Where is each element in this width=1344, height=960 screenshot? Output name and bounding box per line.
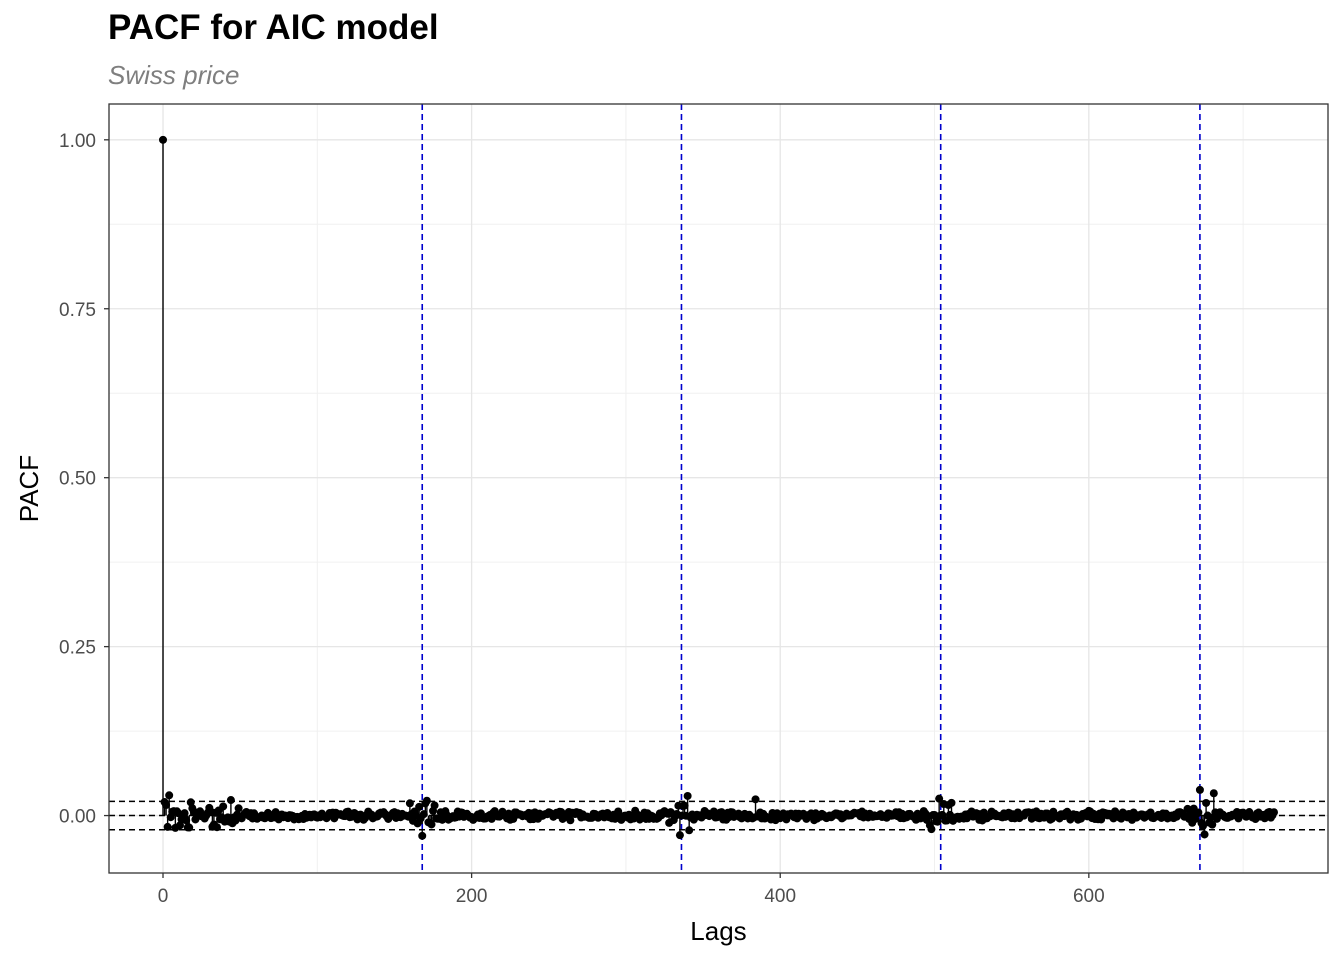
y-axis-ticks: 0.00 0.25 0.50 0.75 1.00	[59, 131, 109, 828]
pacf-point	[1199, 821, 1208, 830]
seasonal-lag-lines	[421, 104, 1201, 873]
pacf-point	[159, 135, 168, 144]
x-tick-label: 0	[158, 886, 169, 907]
pacf-point	[685, 826, 694, 835]
pacf-point	[1269, 808, 1278, 817]
chart-subtitle: Swiss price	[108, 60, 240, 90]
pacf-point	[1200, 830, 1209, 839]
pacf-point	[614, 807, 623, 816]
pacf-point	[930, 810, 939, 819]
pacf-point	[163, 822, 172, 831]
pacf-point	[935, 794, 944, 803]
x-axis-title: Lags	[690, 916, 746, 946]
x-tick-label: 600	[1073, 886, 1105, 907]
pacf-point	[415, 802, 424, 811]
pacf-point	[213, 823, 222, 832]
pacf-point	[234, 804, 243, 813]
y-tick-label: 0.50	[59, 469, 96, 490]
pacf-point	[180, 809, 189, 818]
pacf-point	[683, 791, 692, 800]
chart-title: PACF for AIC model	[108, 8, 439, 47]
x-tick-label: 200	[456, 886, 488, 907]
pacf-point	[1208, 820, 1217, 829]
pacf-point	[566, 816, 575, 825]
y-axis-title: PACF	[14, 455, 44, 522]
pacf-point	[219, 802, 228, 811]
grid-major	[109, 104, 1328, 873]
grid-minor	[109, 104, 1328, 873]
pacf-point	[1206, 813, 1215, 822]
pacf-point	[419, 810, 428, 819]
pacf-point	[927, 825, 936, 834]
pacf-point	[717, 808, 726, 817]
pacf-point	[675, 831, 684, 840]
pacf-point	[405, 799, 414, 808]
pacf-point	[430, 801, 439, 810]
y-tick-label: 0.25	[59, 638, 96, 659]
x-tick-label: 400	[764, 886, 796, 907]
pacf-point	[933, 817, 942, 826]
pacf-point	[680, 801, 689, 810]
pacf-point	[418, 831, 427, 840]
pacf-point	[422, 796, 431, 805]
pacf-point	[185, 823, 194, 832]
x-axis-ticks: 0 200 400 600	[158, 873, 1105, 907]
pacf-point	[1194, 808, 1203, 817]
pacf-point	[1202, 798, 1211, 807]
pacf-point	[1195, 785, 1204, 794]
panel-border	[108, 103, 1329, 874]
pacf-points	[159, 135, 1278, 840]
pacf-point	[947, 798, 956, 807]
pacf-point	[1209, 789, 1218, 798]
pacf-point	[226, 796, 235, 805]
pacf-point	[162, 801, 171, 810]
y-tick-label: 0.75	[59, 300, 96, 321]
pacf-point	[427, 820, 436, 829]
pacf-point	[165, 791, 174, 800]
pacf-point	[751, 795, 760, 804]
y-tick-label: 0.00	[59, 807, 96, 828]
y-tick-label: 1.00	[59, 131, 96, 152]
pacf-point	[182, 816, 191, 825]
pacf-point	[1097, 815, 1106, 824]
